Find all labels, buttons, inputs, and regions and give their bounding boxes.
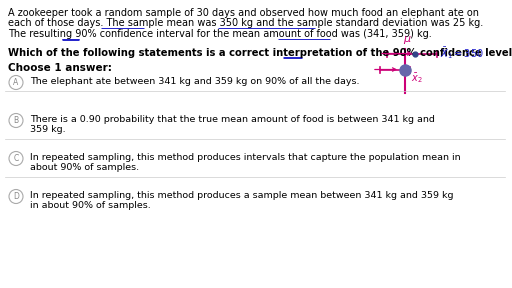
Text: A: A — [13, 78, 18, 87]
Text: D: D — [13, 192, 19, 201]
Text: C: C — [13, 154, 18, 163]
Text: in about 90% of samples.: in about 90% of samples. — [30, 202, 151, 211]
Text: $\bar{X}_1 = 350$: $\bar{X}_1 = 350$ — [440, 46, 484, 61]
Text: B: B — [13, 116, 18, 125]
Text: $\mu$: $\mu$ — [402, 35, 411, 46]
Text: about 90% of samples.: about 90% of samples. — [30, 164, 139, 173]
Text: There is a 0.90 probability that the true mean amount of food is between 341 kg : There is a 0.90 probability that the tru… — [30, 115, 435, 124]
Text: Which of the following statements is a correct interpretation of the 90% confide: Which of the following statements is a c… — [8, 48, 512, 58]
Text: $\bar{x}_2$: $\bar{x}_2$ — [411, 71, 423, 85]
Text: The resulting 90% confidence interval for the mean amount of food was (341, 359): The resulting 90% confidence interval fo… — [8, 29, 432, 39]
Text: A zookeeper took a random sample of 30 days and observed how much food an elepha: A zookeeper took a random sample of 30 d… — [8, 8, 479, 18]
Text: In repeated sampling, this method produces a sample mean between 341 kg and 359 : In repeated sampling, this method produc… — [30, 192, 454, 200]
Text: In repeated sampling, this method produces intervals that capture the population: In repeated sampling, this method produc… — [30, 154, 461, 162]
Text: 359 kg.: 359 kg. — [30, 126, 66, 134]
Text: each of those days. The sample mean was 350 kg and the sample standard deviation: each of those days. The sample mean was … — [8, 18, 483, 29]
Text: Choose 1 answer:: Choose 1 answer: — [8, 63, 112, 73]
Text: The elephant ate between 341 kg and 359 kg on 90% of all the days.: The elephant ate between 341 kg and 359 … — [30, 77, 359, 86]
